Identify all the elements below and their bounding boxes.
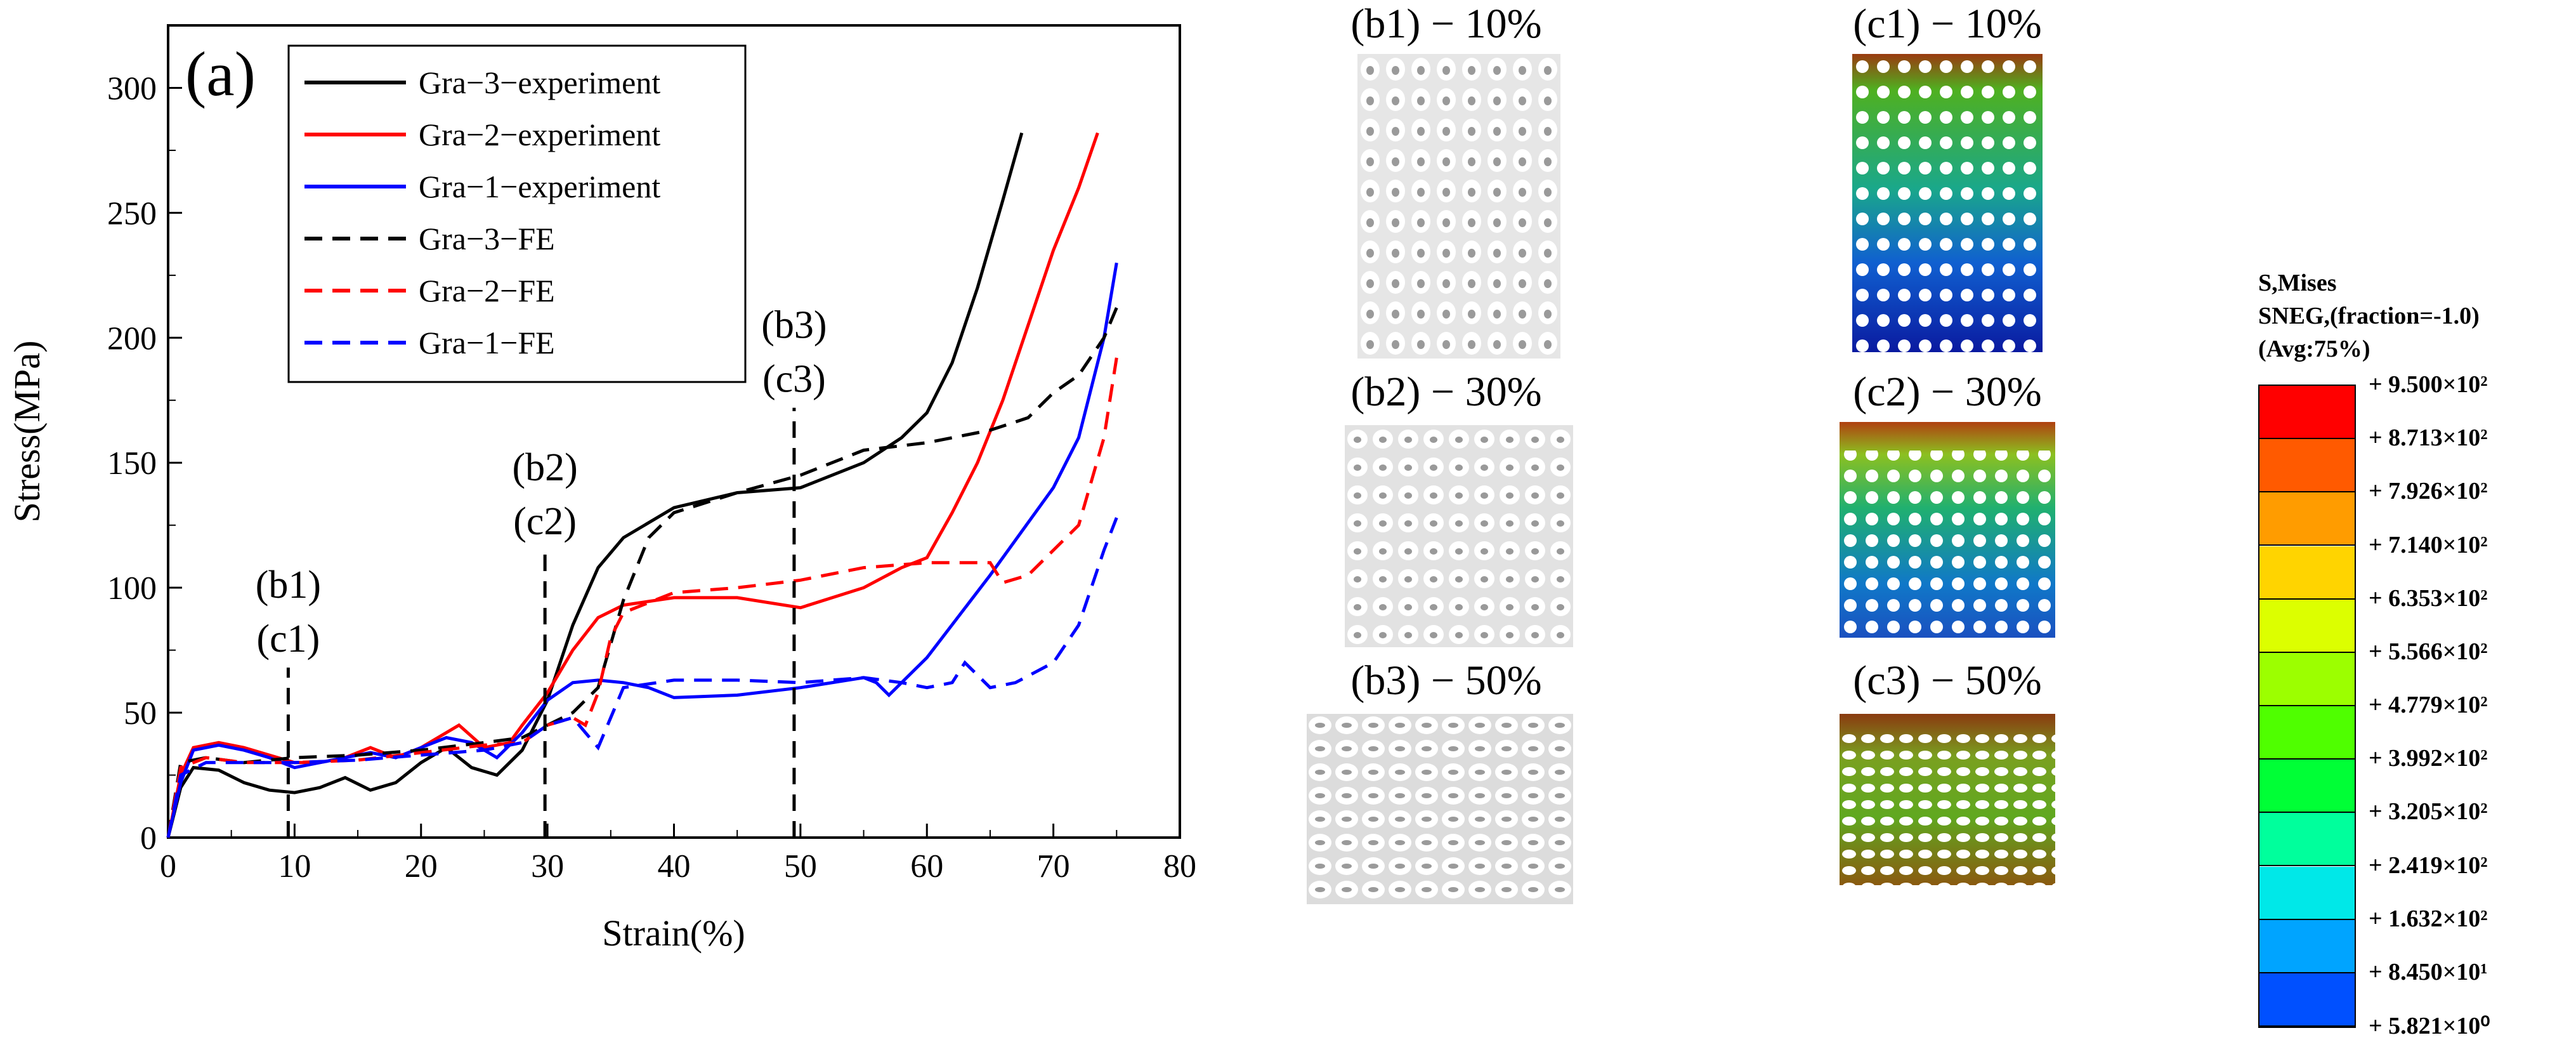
series-line-3	[166, 307, 1118, 838]
legend-frame	[287, 44, 747, 383]
y-tick-label-5: 250	[107, 195, 157, 232]
contour-legend-level-2: + 7.926×10²	[2369, 478, 2488, 505]
contour-legend-swatch-8	[2259, 813, 2355, 867]
y-tick-label-0: 0	[140, 820, 157, 857]
series-line-0	[166, 132, 1024, 838]
x-tick-label-3: 30	[531, 848, 564, 885]
y-tick-label-2: 100	[107, 570, 157, 607]
x-tick-label-1: 10	[278, 848, 311, 885]
lattice-photo-b2	[1345, 425, 1573, 647]
series-line-5	[166, 517, 1118, 838]
panel-b3-title: (b3) − 50%	[1350, 657, 1542, 704]
x-tick-label-2: 20	[405, 848, 438, 885]
panel-c1-fe-contour	[1852, 54, 2043, 352]
contour-legend-level-10: + 1.632×10²	[2369, 905, 2488, 932]
x-tick-label-0: 0	[160, 848, 176, 885]
contour-legend-level-1: + 8.713×10²	[2369, 425, 2488, 452]
annotation-layer: (b1) (c1) (b2) (c2) (b3) (c3)	[256, 304, 827, 838]
y-tick-label-1: 50	[124, 695, 157, 732]
panel-c3-title: (c3) − 50%	[1853, 657, 2042, 704]
x-tick-label-4: 40	[658, 848, 691, 885]
panel-b3-photo	[1307, 714, 1573, 904]
contour-legend-swatch-7	[2259, 760, 2355, 813]
contour-legend-swatch-6	[2259, 706, 2355, 760]
legend-label-2: Gra−1−experiment	[419, 169, 660, 204]
contour-legend-swatch-5	[2259, 652, 2355, 706]
contour-legend-swatch-11	[2259, 973, 2355, 1027]
contour-legend-level-9: + 2.419×10²	[2369, 852, 2488, 879]
y-tick-label-4: 200	[107, 320, 157, 357]
contour-legend-swatch-1	[2259, 439, 2355, 493]
contour-legend-level-4: + 6.353×10²	[2369, 584, 2488, 612]
contour-legend-swatch-2	[2259, 492, 2355, 546]
contour-legend-level-12: + 5.821×10⁰	[2369, 1013, 2490, 1039]
panel-label: (a)	[185, 39, 256, 109]
panel-b2-photo	[1345, 425, 1573, 647]
panel-b1-title: (b1) − 10%	[1350, 1, 1542, 47]
legend-label-3: Gra−3−FE	[419, 221, 555, 256]
legend: Gra−3−experiment Gra−2−experiment Gra−1−ex…	[304, 65, 660, 360]
contour-legend-swatch-0	[2259, 386, 2355, 440]
contour-legend-level-8: + 3.205×10²	[2369, 798, 2488, 826]
annotation-label-b-0: (b1)	[256, 563, 321, 607]
panel-b2-title: (b2) − 30%	[1350, 369, 1542, 415]
y-tick-label-6: 300	[107, 70, 157, 107]
contour-legend-level-6: + 4.779×10²	[2369, 692, 2488, 718]
contour-legend-swatch-9	[2259, 866, 2355, 920]
lattice-photo-b1	[1357, 54, 1560, 359]
annotation-label-b-1: (b2)	[512, 446, 577, 489]
panel-c1-title: (c1) − 10%	[1853, 1, 2042, 47]
legend-label-0: Gra−3−experiment	[419, 65, 660, 100]
axis-ticks: 0 10 20 30 40 50 60 70 80 0 50 100 150 200 250 300	[107, 70, 1196, 885]
contour-legend-level-5: + 5.566×10²	[2369, 638, 2488, 665]
contour-legend-swatch-4	[2259, 599, 2355, 653]
panel-b1-photo	[1357, 54, 1560, 359]
contour-legend-level-7: + 3.992×10²	[2369, 745, 2488, 772]
fe-contour-c3	[1840, 714, 2055, 885]
fe-contour-c1	[1852, 54, 2043, 352]
contour-legend-bar: + 9.500×10² + 8.713×10² + 7.926×10² + 7.140…	[2258, 371, 2490, 1039]
panel-c2-title: (c2) − 30%	[1853, 369, 2042, 415]
contour-legend-level-0: + 9.500×10²	[2369, 371, 2488, 398]
x-axis-label: Strain(%)	[602, 912, 745, 954]
lattice-photo-b3	[1307, 714, 1573, 904]
legend-label-4: Gra−2−FE	[419, 273, 555, 308]
x-tick-label-8: 80	[1163, 848, 1196, 885]
panel-c3-fe-contour	[1840, 714, 2055, 885]
annotation-label-c-2: (c3)	[762, 358, 826, 401]
contour-legend-header-1: S,Mises	[2258, 270, 2337, 296]
panel-c2-fe-contour	[1840, 422, 2055, 638]
annotation-label-c-0: (c1)	[257, 617, 320, 661]
contour-legend-level-11: + 8.450×10¹	[2369, 958, 2488, 985]
x-tick-label-5: 50	[784, 848, 817, 885]
legend-label-5: Gra−1−FE	[419, 325, 555, 360]
y-axis-label: Stress(MPa)	[6, 341, 48, 523]
x-tick-label-7: 70	[1037, 848, 1070, 885]
legend-label-1: Gra−2−experiment	[419, 117, 660, 152]
contour-legend-level-3: + 7.140×10²	[2369, 531, 2488, 558]
stress-strain-chart: 0 10 20 30 40 50 60 70 80 0 50 100 150 200 250 300 (b1)…	[6, 24, 1196, 954]
annotation-label-b-2: (b3)	[761, 304, 827, 347]
annotation-label-c-1: (c2)	[513, 500, 577, 543]
series-line-2	[166, 262, 1118, 838]
contour-legend-header-2: SNEG,(fraction=-1.0)	[2258, 303, 2480, 329]
x-tick-label-6: 60	[910, 848, 943, 885]
contour-legend: S,Mises SNEG,(fraction=-1.0) (Avg:75%) +…	[2258, 267, 2563, 1039]
series-layer	[166, 132, 1118, 838]
contour-legend-swatch-10	[2259, 919, 2355, 973]
contour-legend-header-3: (Avg:75%)	[2258, 336, 2370, 362]
contour-legend-swatch-3	[2259, 546, 2355, 600]
y-tick-label-3: 150	[107, 445, 157, 482]
fe-contour-c2	[1840, 422, 2055, 638]
